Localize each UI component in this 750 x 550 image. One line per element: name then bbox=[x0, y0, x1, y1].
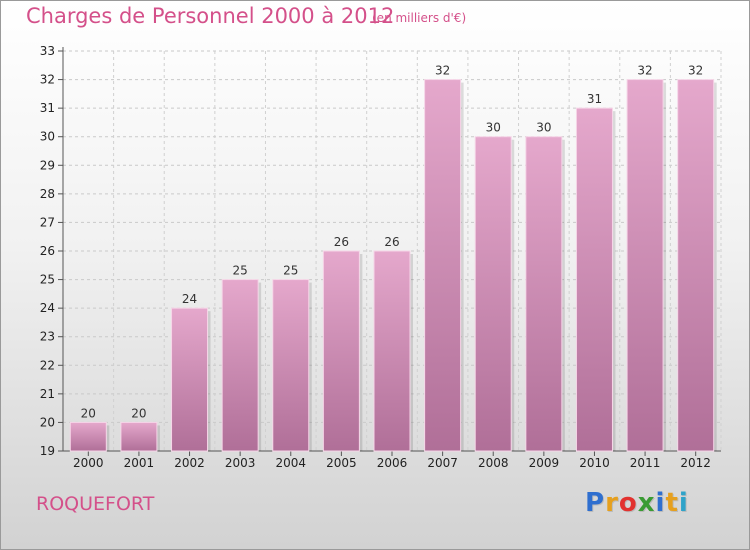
bar-value-label: 25 bbox=[233, 264, 248, 278]
bar-value-label: 24 bbox=[182, 292, 197, 306]
bar-value-label: 26 bbox=[384, 235, 399, 249]
x-tick-label: 2008 bbox=[478, 456, 509, 470]
bar-value-label: 20 bbox=[131, 406, 146, 420]
bar bbox=[221, 279, 259, 452]
commune-name: ROQUEFORT bbox=[36, 493, 155, 515]
bar-value-label: 20 bbox=[81, 406, 96, 420]
y-tick-label: 24 bbox=[40, 301, 55, 315]
y-tick-label: 33 bbox=[40, 44, 55, 58]
y-tick-label: 31 bbox=[40, 101, 55, 115]
bar-value-label: 26 bbox=[334, 235, 349, 249]
y-tick-label: 32 bbox=[40, 73, 55, 87]
logo-letter: t bbox=[665, 488, 679, 518]
x-tick-label: 2007 bbox=[427, 456, 458, 470]
bar-value-label: 32 bbox=[637, 64, 652, 78]
bar-value-label: 30 bbox=[486, 121, 501, 135]
bar-value-label: 32 bbox=[688, 64, 703, 78]
y-tick-label: 30 bbox=[40, 130, 55, 144]
bar bbox=[424, 79, 462, 452]
bar-value-label: 31 bbox=[587, 92, 602, 106]
logo-letter: o bbox=[618, 488, 638, 518]
labels: 19 20 21 22 23 24 25 26 27 28 29 30 31 32 33 20 2000 20 20… bbox=[40, 44, 711, 470]
y-tick-label: 29 bbox=[40, 158, 55, 172]
bar bbox=[677, 79, 715, 452]
chart-subtitle: (en milliers d'€) bbox=[372, 11, 467, 25]
bar-value-label: 30 bbox=[536, 121, 551, 135]
logo-letter: i bbox=[678, 488, 689, 518]
bar bbox=[373, 250, 411, 452]
x-tick-label: 2012 bbox=[680, 456, 711, 470]
y-tick-label: 21 bbox=[40, 387, 55, 401]
x-tick-label: 2005 bbox=[326, 456, 357, 470]
chart-title: Charges de Personnel 2000 à 2012 bbox=[26, 4, 395, 28]
bar-value-label: 32 bbox=[435, 64, 450, 78]
x-tick-label: 2006 bbox=[377, 456, 408, 470]
bars bbox=[69, 79, 717, 452]
bar bbox=[525, 136, 563, 452]
x-tick-label: 2011 bbox=[630, 456, 661, 470]
bar bbox=[626, 79, 664, 452]
bar-value-label: 25 bbox=[283, 264, 298, 278]
y-tick-label: 27 bbox=[40, 215, 55, 229]
logo-letter: x bbox=[637, 488, 656, 518]
x-tick-label: 2001 bbox=[124, 456, 155, 470]
bar bbox=[322, 250, 360, 452]
x-tick-label: 2010 bbox=[579, 456, 610, 470]
x-tick-label: 2009 bbox=[529, 456, 560, 470]
x-tick-label: 2002 bbox=[174, 456, 205, 470]
bar bbox=[171, 307, 209, 452]
logo-letter: r bbox=[605, 488, 619, 518]
logo-letter: P bbox=[585, 488, 606, 518]
x-tick-label: 2000 bbox=[73, 456, 104, 470]
bar bbox=[272, 279, 310, 452]
x-tick-label: 2003 bbox=[225, 456, 256, 470]
bar bbox=[120, 421, 158, 452]
bar bbox=[575, 107, 613, 452]
y-tick-label: 28 bbox=[40, 187, 55, 201]
logo-letter: i bbox=[655, 488, 666, 518]
x-tick-label: 2004 bbox=[275, 456, 306, 470]
y-tick-label: 19 bbox=[40, 444, 55, 458]
y-tick-label: 20 bbox=[40, 415, 55, 429]
proxiti-logo: Proxiti bbox=[585, 488, 689, 518]
y-tick-label: 23 bbox=[40, 330, 55, 344]
bar bbox=[474, 136, 512, 452]
y-tick-label: 26 bbox=[40, 244, 55, 258]
bar bbox=[69, 421, 107, 452]
y-tick-label: 25 bbox=[40, 273, 55, 287]
y-tick-label: 22 bbox=[40, 358, 55, 372]
